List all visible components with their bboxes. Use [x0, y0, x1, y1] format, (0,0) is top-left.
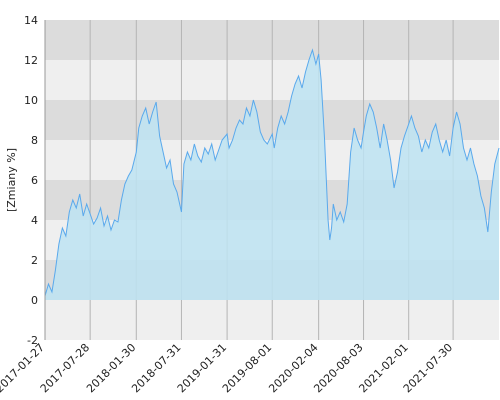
y-tick-label: 0: [31, 294, 38, 307]
y-tick-labels: -2 0 2 4 6 8 10 12 14: [24, 14, 38, 347]
area-layer: [44, 20, 500, 340]
y-tick-label: -2: [27, 334, 38, 347]
y-tick-label: 4: [31, 214, 38, 227]
y-tick-label: 14: [24, 14, 38, 27]
y-axis-label: [Zmiany %]: [5, 148, 18, 212]
y-tick-label: 2: [31, 254, 38, 267]
y-tick-label: 8: [31, 134, 38, 147]
series-line: [44, 48, 500, 297]
series-area: [45, 50, 499, 300]
y-tick-label: 10: [24, 94, 38, 107]
x-tick-labels: 2017-01-272017-07-282018-01-302018-07-31…: [0, 341, 455, 395]
y-tick-label: 12: [24, 54, 38, 67]
y-tick-label: 6: [31, 174, 38, 187]
